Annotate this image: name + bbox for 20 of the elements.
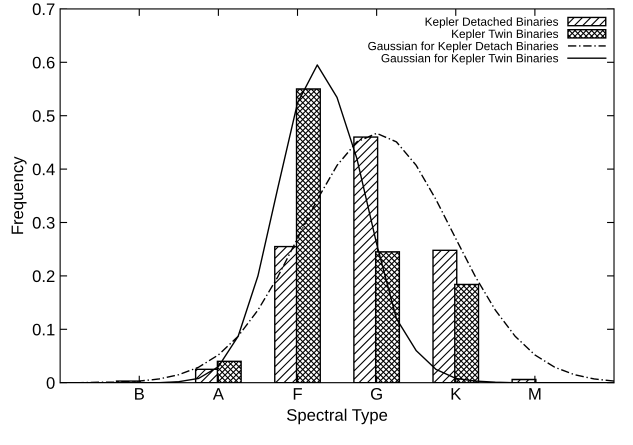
y-tick-label: 0.4 [32, 164, 55, 176]
y-tick-label: 0.6 [32, 56, 55, 69]
legend-label: Gaussian for Kepler Detach Binaries [368, 42, 558, 53]
x-tick-label: K [452, 388, 462, 400]
y-tick-label: 0.7 [32, 3, 54, 16]
legend-label: Kepler Twin Binaries [452, 29, 558, 40]
y-axis-title: Frequency [12, 156, 27, 234]
legend-label: Kepler Detached Binaries [426, 17, 558, 28]
y-tick-label: 0.5 [32, 110, 55, 122]
x-tick-label: B [135, 388, 144, 400]
y-tick-label: 0.2 [32, 270, 54, 282]
x-tick-label: M [529, 388, 540, 400]
x-tick-label: A [212, 388, 224, 400]
x-tick-label: G [370, 388, 382, 400]
x-axis-title: Spectral Type [287, 408, 388, 424]
y-tick-label: 0.1 [32, 324, 54, 336]
x-tick-label: F [294, 388, 302, 400]
y-tick-label: 0.3 [32, 216, 55, 229]
legend-label: Gaussian for Kepler Twin Binaries [382, 54, 558, 65]
y-tick-label: 0 [46, 377, 55, 389]
